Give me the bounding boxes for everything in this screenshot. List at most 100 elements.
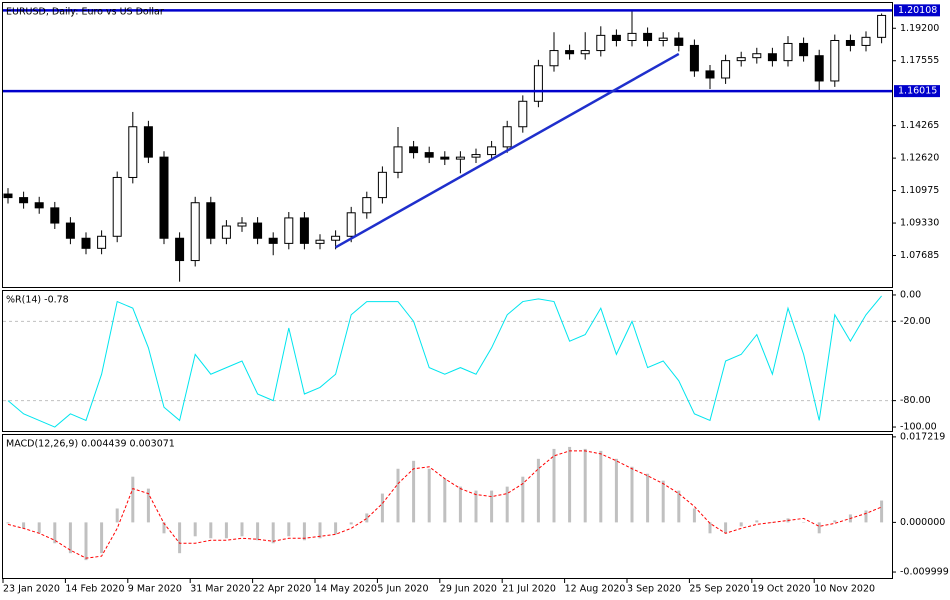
macd-bar xyxy=(318,522,322,539)
candle-body xyxy=(752,53,762,59)
x-tick-label: 19 Oct 2020 xyxy=(752,584,811,595)
candle-body xyxy=(268,237,278,244)
macd-bar xyxy=(630,466,634,523)
macd-bar xyxy=(724,522,728,534)
candle-body xyxy=(284,217,294,244)
x-tick-label: 21 Jul 2020 xyxy=(502,584,556,595)
price-label: 1.16015 xyxy=(898,86,937,97)
candle-body xyxy=(362,197,372,214)
macd-bar xyxy=(256,522,260,541)
candle-body xyxy=(596,34,606,52)
macd-bar xyxy=(427,468,431,523)
candle-body xyxy=(409,146,419,154)
macd-bar xyxy=(68,522,72,554)
macd-bar xyxy=(6,522,10,524)
candle-body xyxy=(377,171,387,199)
candle-body xyxy=(331,235,341,241)
price-panel xyxy=(2,2,893,288)
macd-bar xyxy=(209,522,213,539)
macd-bar xyxy=(521,476,525,523)
candle-body xyxy=(221,225,231,239)
candle-body xyxy=(767,53,777,62)
candle-body xyxy=(658,37,668,41)
y-tick-label: 1.10975 xyxy=(900,185,939,196)
panel-title: %R(14) -0.78 xyxy=(6,295,69,306)
macd-bar xyxy=(739,522,743,527)
y-tick-label: -80.00 xyxy=(900,395,931,406)
candle-body xyxy=(814,55,824,82)
panel-title: EURUSD, Daily: Euro vs US Dollar xyxy=(6,7,164,18)
x-tick-label: 23 Jan 2020 xyxy=(3,584,60,595)
macd-bar xyxy=(146,488,150,523)
macd-bar xyxy=(100,522,104,554)
y-tick-label: 1.19200 xyxy=(900,23,939,34)
y-tick-label: 0.000000 xyxy=(900,517,945,528)
macd-bar xyxy=(708,522,712,534)
macd-bar xyxy=(599,450,603,523)
candle-body xyxy=(159,156,169,239)
wpr-panel xyxy=(2,290,893,432)
x-tick-label: 9 Mar 2020 xyxy=(128,584,182,595)
candle-body xyxy=(487,146,497,156)
macd-bar xyxy=(817,522,821,534)
candle-body xyxy=(580,50,590,55)
macd-bar xyxy=(193,522,197,537)
candle-body xyxy=(518,100,528,128)
candle-body xyxy=(299,217,309,244)
candle-body xyxy=(253,222,263,239)
y-tick-label: 1.12620 xyxy=(900,153,939,164)
candle-body xyxy=(97,235,107,249)
candle-body xyxy=(19,197,29,204)
candle-body xyxy=(471,154,481,158)
macd-bar xyxy=(614,458,618,523)
candle-body xyxy=(112,176,122,237)
macd-bar xyxy=(864,510,868,523)
candle-body xyxy=(627,32,637,41)
panel-title: MACD(12,26,9) 0.004439 0.003071 xyxy=(6,439,175,450)
macd-bar xyxy=(334,522,338,535)
macd-bar xyxy=(287,522,291,537)
x-tick-label: 14 May 2020 xyxy=(315,584,377,595)
candle-body xyxy=(689,44,699,72)
candle-body xyxy=(143,126,153,158)
macd-bar xyxy=(661,480,665,523)
candle-body xyxy=(175,237,185,262)
macd-bar xyxy=(380,493,384,523)
price-label-box xyxy=(894,4,940,17)
candle-body xyxy=(3,193,13,199)
y-tick-label: 0.00 xyxy=(900,289,921,300)
x-tick-label: 5 Jun 2020 xyxy=(377,584,428,595)
signal-line xyxy=(7,450,882,559)
x-tick-label: 3 Sep 2020 xyxy=(627,584,681,595)
x-tick-label: 10 Nov 2020 xyxy=(814,584,875,595)
candle-body xyxy=(206,202,216,239)
x-tick-label: 25 Sep 2020 xyxy=(689,584,749,595)
candle-body xyxy=(190,202,200,262)
candle-body xyxy=(721,60,731,79)
y-tick-label: 1.14265 xyxy=(900,120,939,131)
candle-body xyxy=(81,237,91,249)
candle-body xyxy=(830,39,840,82)
candle-body xyxy=(736,57,746,62)
macd-bar xyxy=(162,522,166,534)
candle-body xyxy=(34,202,44,209)
macd-bar xyxy=(833,520,837,523)
macd-bar xyxy=(755,520,759,523)
macd-bar xyxy=(552,448,556,523)
y-tick-label: 1.17555 xyxy=(900,55,939,66)
macd-bar xyxy=(505,486,509,523)
candle-body xyxy=(346,212,356,237)
y-tick-label: -20.00 xyxy=(900,316,931,327)
x-tick-label: 22 Apr 2020 xyxy=(253,584,312,595)
candle-body xyxy=(845,39,855,46)
macd-bar xyxy=(677,490,681,523)
candle-body xyxy=(611,34,621,41)
macd-bar xyxy=(396,468,400,523)
candle-body xyxy=(50,207,60,224)
candle-body xyxy=(65,222,75,239)
y-tick-label: -100.00 xyxy=(900,422,937,433)
trendline xyxy=(334,52,680,249)
wpr-line xyxy=(7,295,882,428)
price-label-box xyxy=(894,85,940,98)
